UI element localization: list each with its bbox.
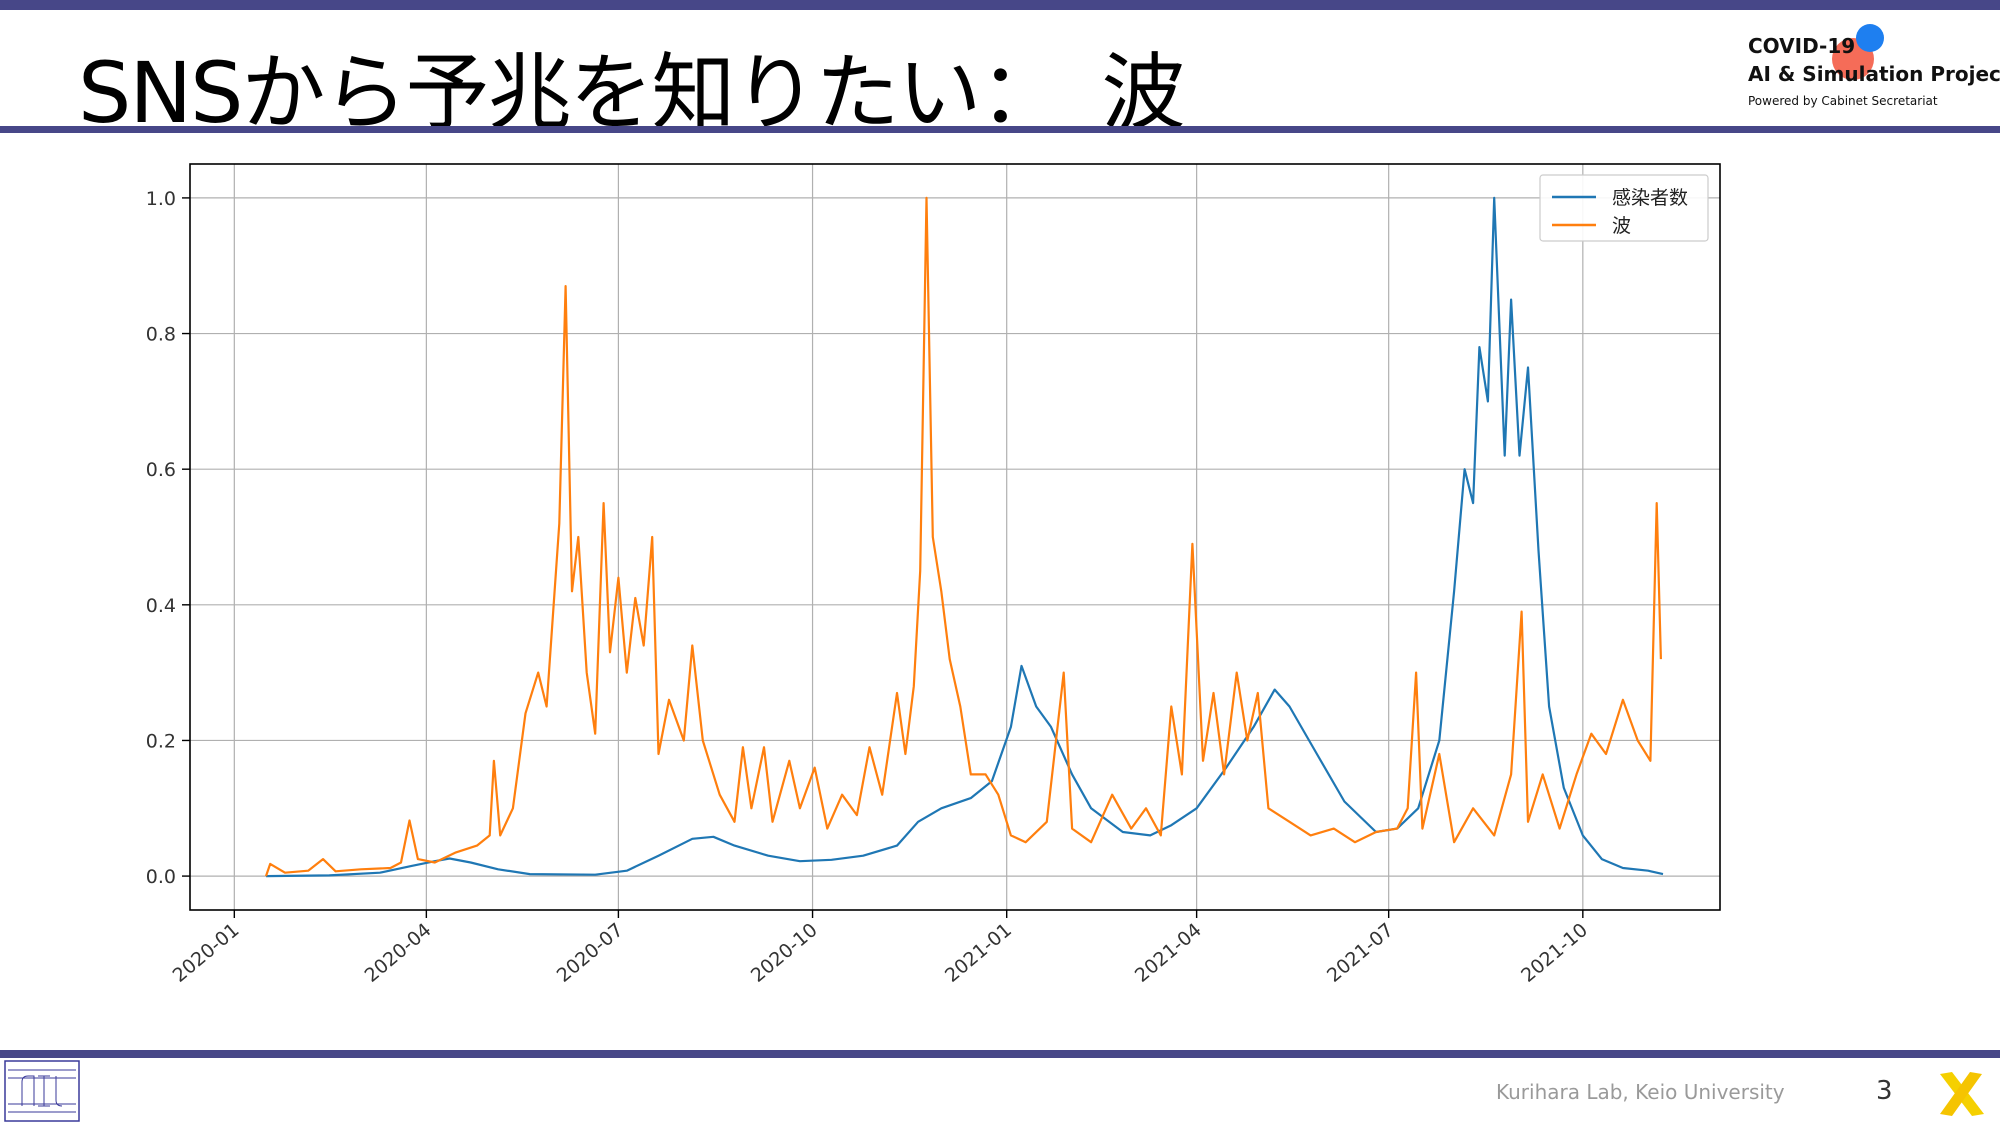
plot-area (190, 164, 1720, 910)
y-axis-ticks: 0.0 0.2 0.4 0.6 0.8 1.0 (146, 188, 190, 888)
y-tick-label: 0.2 (146, 730, 176, 752)
x-tick-label: 2021-01 (941, 919, 1016, 987)
x-tick-label: 2020-10 (747, 919, 822, 987)
y-tick-label: 0.0 (146, 866, 176, 888)
title-divider (0, 126, 2000, 133)
x-tick-label: 2020-04 (361, 919, 436, 987)
x-tick-label: 2020-07 (553, 919, 628, 987)
x-axis-ticks: 2020-01 2020-04 2020-07 2020-10 2021-01 2021-… (169, 910, 1592, 987)
series-line-1 (264, 196, 1662, 877)
footer-credit: Kurihara Lab, Keio University (1496, 1080, 1785, 1104)
y-tick-label: 0.6 (146, 459, 176, 481)
logo-line2: AI & Simulation Project (1748, 62, 2000, 86)
series-line-0 (265, 196, 1664, 878)
logo-blue-dot (1856, 24, 1884, 52)
x-tick-label: 2021-10 (1517, 919, 1592, 987)
line-chart: 0.0 0.2 0.4 0.6 0.8 1.0 2020-01 2020-04 2020-07… (146, 163, 1721, 987)
covid-project-logo: COVID-19 AI & Simulation Project Powered… (1748, 24, 2000, 112)
plot-frame (189, 163, 1721, 911)
x-tick-label: 2020-01 (169, 919, 244, 987)
legend-label-0: 感染者数 (1612, 187, 1688, 209)
y-tick-label: 0.8 (146, 324, 176, 346)
logo-line3: Powered by Cabinet Secretariat (1748, 94, 1938, 108)
footer-bar (0, 1050, 2000, 1058)
slide-title: SNSから予兆を知りたい： 波 (78, 44, 1185, 142)
logo-line1: COVID-19 (1748, 34, 1856, 58)
lab-logo-icon (4, 1060, 80, 1122)
series-lines (264, 196, 1664, 878)
legend-label-1: 波 (1612, 215, 1631, 237)
x-tick-label: 2021-07 (1323, 919, 1398, 987)
y-tick-label: 0.4 (146, 595, 176, 617)
x-tick-label: 2021-04 (1131, 919, 1206, 987)
top-bar (0, 0, 2000, 10)
y-tick-label: 1.0 (146, 188, 176, 210)
page-number: 3 (1876, 1076, 1893, 1106)
x-logo-icon (1940, 1072, 1984, 1116)
